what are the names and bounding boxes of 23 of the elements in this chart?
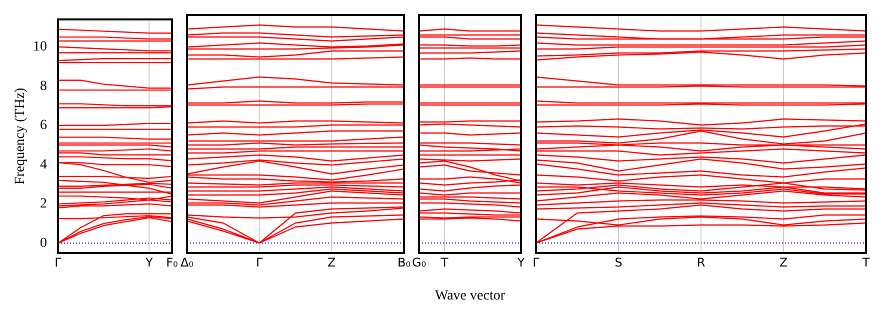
x-tick-label: R [696,255,706,270]
x-tick-label: Δ₀ [180,255,194,270]
y-tick-label: 10 [33,40,47,55]
x-tick-label: Z [779,255,788,270]
x-tick-label: F₀ [166,255,178,270]
x-tick-label: S [614,255,622,270]
x-tick-label: G₀ [412,255,426,270]
x-tick-label: Y [144,255,154,270]
y-tick-label: 4 [40,157,47,172]
x-tick-label: Y [516,255,526,270]
y-tick-label: 6 [40,118,47,134]
y-axis-title: Frequency (THz) [13,87,28,185]
y-tick-label: 0 [40,236,47,251]
x-tick-label: Γ [532,255,540,270]
x-tick-label: Z [328,255,336,270]
x-tick-label: T [440,255,449,270]
x-tick-label: T [861,255,870,270]
x-tick-label: Γ [256,255,263,270]
x-tick-label: Γ [54,255,62,270]
y-tick-label: 2 [40,196,47,212]
x-tick-label: B₀ [397,255,411,270]
x-axis-title: Wave vector [435,288,506,304]
y-tick-label: 8 [40,78,47,94]
